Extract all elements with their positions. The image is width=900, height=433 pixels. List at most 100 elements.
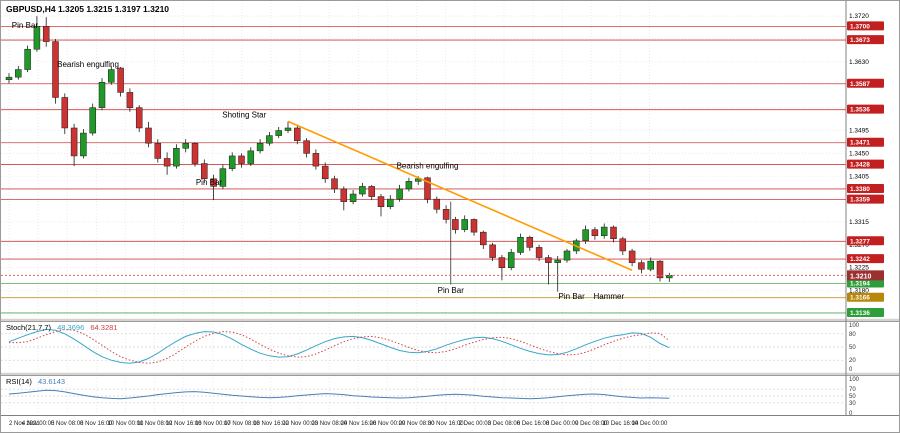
pattern-annotation: Shoting Star — [222, 110, 266, 119]
candle — [507, 252, 515, 268]
candle — [470, 219, 478, 233]
rsi-label: RSI(14) 43.6143 — [6, 377, 69, 386]
price-level-label: 1.3166 — [850, 295, 870, 302]
candle — [228, 155, 236, 169]
price-level-badge — [847, 254, 884, 264]
time-label: 5 Nov 08:00 — [51, 421, 84, 427]
time-label: 22 Nov 00:00 — [282, 421, 318, 427]
candle — [33, 26, 41, 50]
time-axis[interactable] — [1, 415, 899, 432]
pane-separator[interactable] — [1, 318, 899, 322]
price-level-label: 1.3380 — [850, 186, 870, 193]
candle — [414, 178, 422, 182]
candle — [182, 142, 189, 149]
price-level-badge — [847, 21, 884, 31]
price-level-badge — [847, 137, 884, 147]
candle — [368, 186, 375, 197]
candle — [452, 219, 459, 230]
price-tick-label: 1.3450 — [849, 150, 869, 157]
stochastic-label: Stoch(21,7,7) 48.3696 64.3281 — [6, 323, 121, 332]
price-level-label: 1.3136 — [850, 310, 870, 317]
price-level-badge — [847, 159, 884, 169]
candle — [331, 178, 338, 190]
candle — [303, 140, 310, 154]
candle — [238, 155, 245, 164]
price-level-label: 1.3700 — [850, 23, 870, 30]
candle — [554, 259, 561, 263]
price-level-badge — [847, 104, 884, 114]
time-label: 18 Nov 16:00 — [253, 421, 289, 427]
price-tick-label: 1.3315 — [849, 219, 869, 226]
pattern-annotation: Hammer — [594, 292, 625, 301]
candle — [266, 135, 273, 144]
candle — [80, 132, 87, 157]
candle — [173, 148, 180, 167]
candle — [563, 250, 571, 261]
indicator-scale-label: 0 — [849, 367, 853, 373]
candle — [89, 107, 96, 134]
pattern-annotation: Pin Bar — [12, 21, 39, 30]
stoch-signal-line — [9, 328, 670, 364]
indicator-scale-label: 50 — [849, 394, 856, 400]
price-axis[interactable] — [846, 1, 899, 415]
price-level-badge — [847, 292, 884, 302]
candle — [517, 236, 524, 253]
pane-separator[interactable] — [1, 372, 899, 376]
price-level-label: 1.3194 — [850, 280, 870, 287]
candle — [526, 236, 534, 248]
time-label: 24 Nov 16:00 — [341, 421, 377, 427]
candle — [480, 231, 487, 246]
candle — [108, 69, 115, 83]
price-level-label: 1.3471 — [850, 140, 870, 147]
candle — [126, 92, 134, 108]
candle — [359, 186, 366, 195]
candle — [535, 247, 543, 258]
candle — [610, 226, 617, 240]
candle — [340, 188, 348, 202]
price-tick-label: 1.3225 — [849, 265, 869, 272]
indicator-scale-label: 80 — [849, 332, 856, 338]
indicator-scale-label: 70 — [849, 387, 856, 393]
time-label: 9 Dec 08:00 — [575, 421, 608, 427]
rsi-value: 43.6143 — [37, 377, 66, 386]
price-level-badge — [847, 78, 884, 88]
candle — [61, 97, 69, 129]
price-tick-label: 1.3495 — [849, 128, 869, 135]
candle — [24, 48, 31, 70]
price-level-label: 1.3587 — [850, 81, 870, 88]
candle — [312, 153, 320, 167]
candle — [163, 158, 171, 167]
candle — [219, 168, 227, 187]
candle — [5, 76, 13, 80]
time-label: 6 Dec 16:00 — [517, 421, 550, 427]
time-label: 16 Nov 00:00 — [195, 421, 231, 427]
pattern-annotation: Bearish engulfing — [397, 162, 459, 171]
price-level-label: 1.3536 — [850, 107, 870, 114]
candle — [294, 127, 301, 141]
candle — [70, 127, 78, 157]
price-level-badge — [847, 307, 884, 317]
price-tick-label: 1.3405 — [849, 173, 869, 180]
bid-price-label: 1.3210 — [850, 273, 872, 280]
candle — [600, 226, 608, 236]
price-tick-label: 1.3180 — [849, 288, 869, 295]
time-label: 29 Nov 08:00 — [399, 421, 435, 427]
candle — [647, 260, 654, 270]
stoch-main-line — [8, 328, 670, 364]
candle — [275, 130, 282, 136]
time-label: 11 Nov 08:00 — [137, 421, 173, 427]
candle — [247, 150, 255, 164]
candle — [405, 181, 413, 190]
candle — [154, 142, 162, 159]
time-label: 8 Dec 00:00 — [546, 421, 579, 427]
candle — [433, 198, 441, 210]
pattern-annotation: Pin Bar — [196, 178, 223, 187]
time-label: 26 Nov 00:00 — [370, 421, 406, 427]
trendline[interactable] — [287, 120, 633, 271]
candle — [461, 219, 468, 230]
price-tick-label: 1.3270 — [849, 242, 869, 249]
candle — [117, 67, 124, 93]
candle — [591, 229, 599, 236]
bid-price-badge — [847, 270, 884, 281]
